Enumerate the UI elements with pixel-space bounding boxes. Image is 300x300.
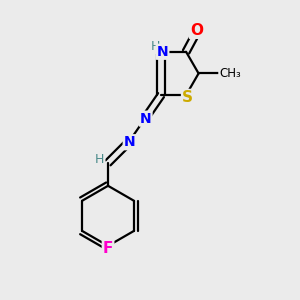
Text: F: F (103, 241, 113, 256)
Text: H: H (95, 153, 104, 167)
Text: O: O (190, 23, 203, 38)
Text: N: N (140, 112, 152, 126)
Text: S: S (182, 90, 193, 105)
Text: H: H (151, 40, 160, 53)
Text: CH₃: CH₃ (219, 67, 241, 80)
Text: N: N (157, 45, 168, 59)
Text: N: N (124, 135, 135, 149)
